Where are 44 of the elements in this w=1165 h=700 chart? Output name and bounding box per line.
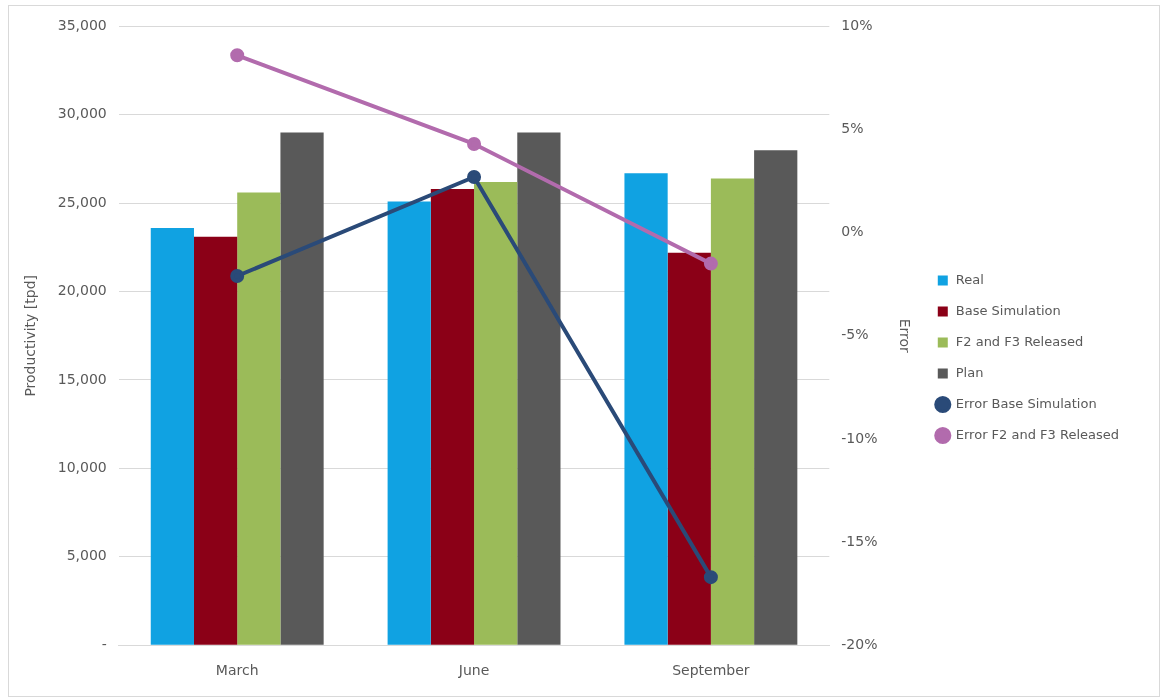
legend-label: Base Simulation [955,302,1061,318]
y2-tick-label: 5% [841,120,864,137]
bar [710,178,755,645]
bar [387,201,431,645]
y2-tick-label: -20% [841,635,878,652]
bar [474,181,518,645]
bar [667,252,711,645]
x-tick-label: June [457,662,490,679]
y-tick-label: 10,000 [57,459,107,476]
y-tick-label: 25,000 [57,193,107,210]
bar [754,150,798,645]
y2-tick-label: -15% [841,532,878,549]
x-tick-label: March [215,662,259,679]
y-tick-label: - [101,635,107,652]
y2-axis-title: Error [897,318,914,354]
y2-tick-label: 0% [841,223,864,240]
y-tick-label: 30,000 [57,105,107,122]
bar [280,132,324,645]
legend-label: Plan [955,364,984,380]
bar [150,227,194,645]
bar [517,132,561,645]
legend-label: Error F2 and F3 Released [955,426,1119,442]
y2-tick-label: -5% [841,326,869,343]
point [230,48,245,63]
point [467,136,482,151]
y-tick-label: 15,000 [57,370,107,387]
y-axis-title: Productivity [tpd] [22,274,39,397]
y-tick-label: 20,000 [57,282,107,299]
y2-tick-label: -10% [841,429,878,446]
y-tick-label: 35,000 [57,17,107,34]
legend-label: Error Base Simulation [955,395,1097,411]
x-tick-label: September [672,662,750,679]
point [230,268,245,283]
point [467,169,482,184]
y2-tick-label: 10% [841,17,873,34]
legend-label: Real [955,271,984,287]
bar [624,173,668,645]
bar [430,189,475,645]
y-tick-label: 5,000 [66,547,107,564]
point [703,256,718,271]
bar [237,192,281,645]
point [703,570,718,585]
bar [193,236,238,645]
legend-label: F2 and F3 Released [955,333,1084,349]
